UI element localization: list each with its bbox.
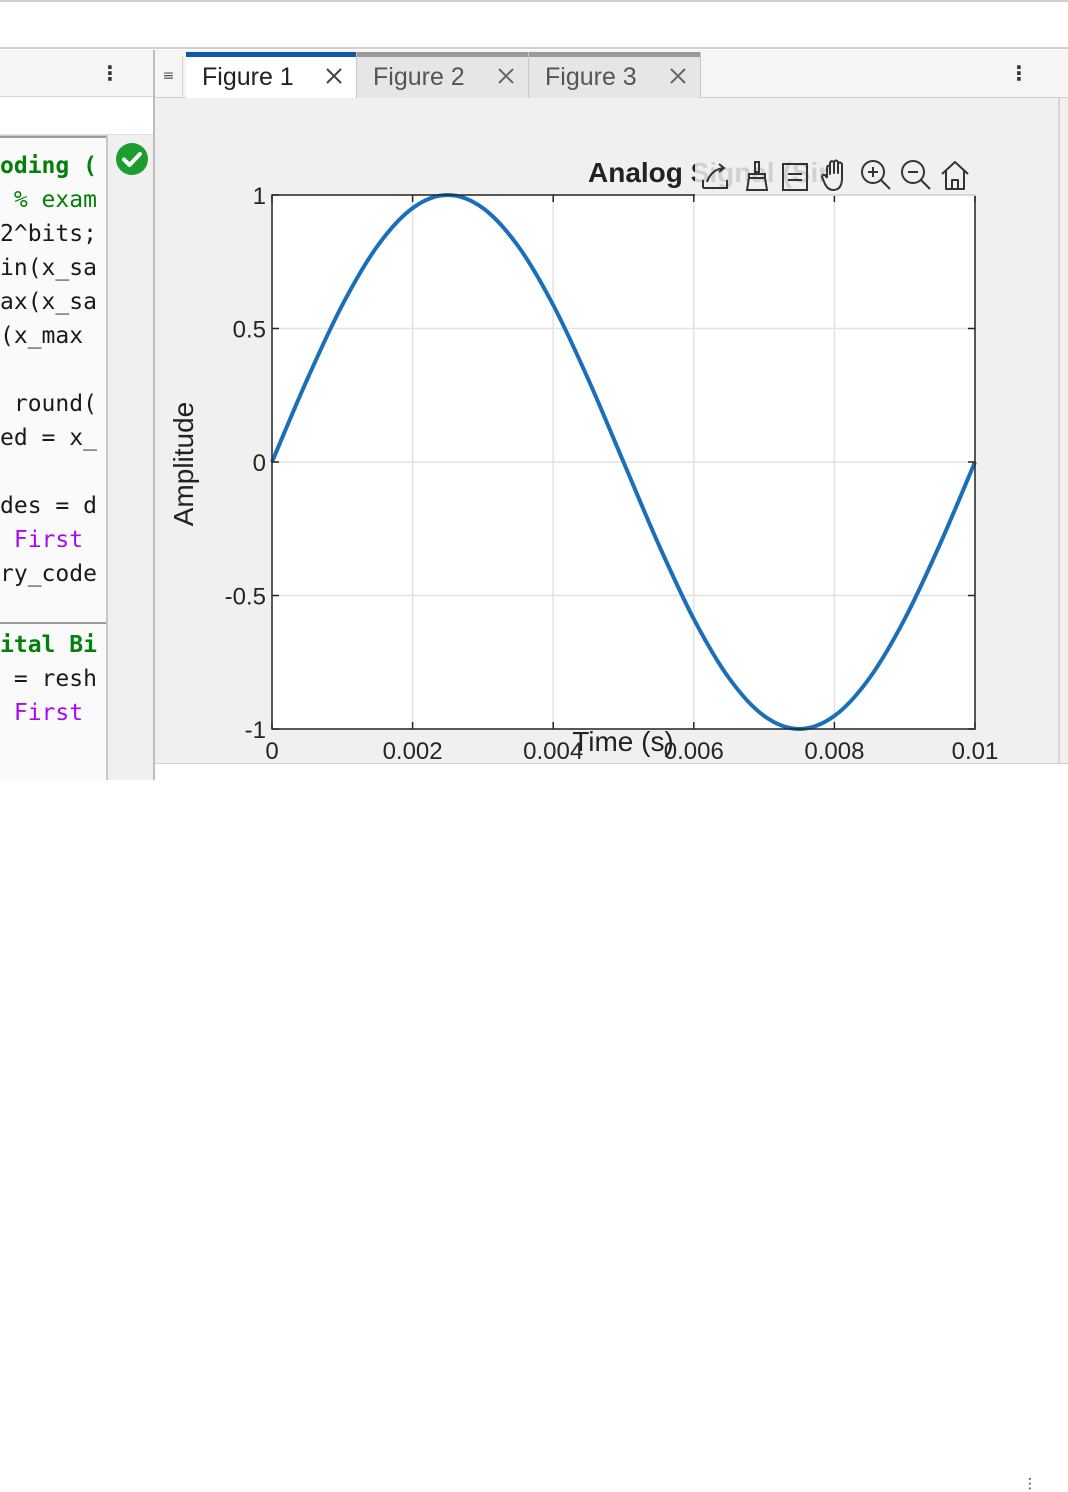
figure-canvas: 0 0.002 0.004 0.006 0.008 0.01 -1 -0.5 0 0.5 1 Ana… [155,98,1060,765]
code-line[interactable]: First [0,700,97,726]
pane-splitter[interactable] [153,50,155,780]
code-line[interactable]: = resh [0,666,97,692]
x-tick-label: 0.002 [383,738,443,763]
tab-label: Figure 3 [545,63,637,91]
tab-indicator [529,52,700,57]
export-icon[interactable] [702,163,728,189]
tab-figure-1[interactable]: Figure 1 [186,52,357,98]
x-tick-label: 0.006 [664,738,724,763]
code-line[interactable]: oding ( [0,153,97,179]
code-line[interactable]: ax(x_sa [0,289,97,315]
chart: 0 0.002 0.004 0.006 0.008 0.01-1-0.500.51 Ana… [168,156,999,765]
code-editor[interactable]: oding ( % exam 2^bits; in(x_sa ax(x_sa (x_ma… [0,135,106,781]
x-tick-label: 0.008 [804,738,864,763]
y-tick-label: 0.5 [233,317,266,344]
close-icon[interactable] [666,64,690,88]
code-line[interactable]: 2^bits; [0,221,97,247]
series-line[interactable] [270,192,977,732]
section-divider [0,622,106,624]
tab-figure-2[interactable]: Figure 2 [357,52,529,98]
figure-options-menu-icon[interactable]: ⋮ [1009,61,1029,85]
zoom-in-icon[interactable] [861,160,891,190]
x-axis-label: Time (s) [572,726,674,757]
status-menu-icon[interactable]: ⋮ [1023,1476,1037,1492]
code-line[interactable]: round( [0,391,97,417]
y-tick-label: 1 [253,183,266,210]
axes-toolbar [695,156,977,196]
editor-pane: ⋮ oding ( % exam 2^bits; in(x_sa ax(x_sa (x_… [0,50,153,781]
code-line[interactable]: in(x_sa [0,255,97,281]
x-tick-label: 0.01 [952,738,999,763]
code-line[interactable]: (x_max [0,323,97,349]
close-icon[interactable] [322,64,346,88]
code-line[interactable]: ry_code [0,561,97,587]
code-line[interactable]: First [0,527,97,553]
status-strip: ⋮ [155,763,1068,1491]
y-axis-label: Amplitude [168,402,199,527]
brush-icon[interactable] [745,161,769,191]
code-line[interactable]: ital Bi [0,632,97,658]
tab-label: Figure 2 [373,63,465,91]
editor-tab-strip [0,97,153,135]
y-tick-label: -1 [245,717,266,744]
tab-grip-icon[interactable]: ≡ [155,56,183,96]
app-toolstrip [0,0,1068,48]
code-line[interactable]: % exam [0,187,97,213]
active-tab-indicator [186,52,356,57]
code-line[interactable]: ed = x_ [0,425,97,451]
home-icon[interactable] [941,161,969,190]
toolstrip-divider [0,47,1068,49]
x-tick-label: 0.004 [523,738,583,763]
editor-status-gutter [106,135,153,780]
pan-hand-icon[interactable] [821,159,843,191]
figure-window: ≡ Figure 1 Figure 2 Figure 3 ⋮ 0 0.002 0.0… [155,50,1068,1491]
close-icon[interactable] [494,64,518,88]
y-tick-label: -0.5 [225,584,266,611]
code-line[interactable]: des = d [0,493,97,519]
x-tick-label: 0 [265,738,278,763]
tab-label: Figure 1 [202,63,294,91]
editor-options-menu-icon[interactable]: ⋮ [100,61,120,85]
tab-indicator [357,52,528,57]
editor-header: ⋮ [0,50,153,97]
zoom-out-icon[interactable] [901,160,931,190]
y-tick-label: 0 [253,450,266,477]
figure-tab-bar: ≡ Figure 1 Figure 2 Figure 3 ⋮ [155,50,1068,98]
datatip-icon[interactable] [782,163,808,191]
check-circle-icon[interactable] [116,143,148,175]
section-divider [0,136,106,138]
tab-figure-3[interactable]: Figure 3 [529,52,701,98]
